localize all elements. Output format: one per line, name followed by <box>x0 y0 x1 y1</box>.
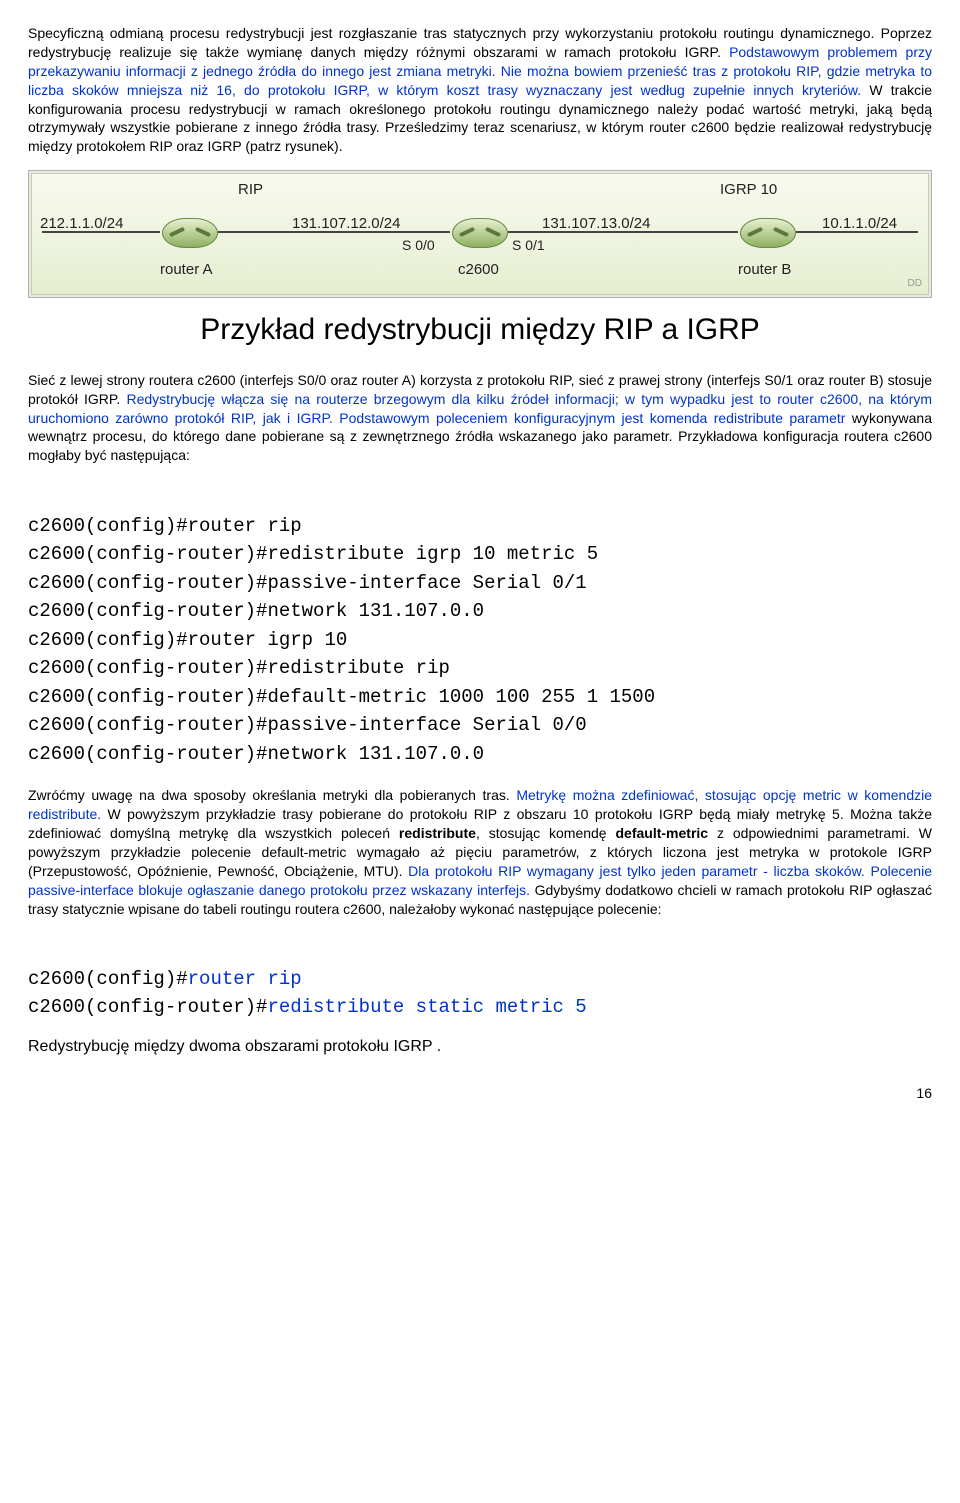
cfg2-l2c: redistribute static metric 5 <box>267 996 586 1018</box>
cable-2 <box>218 231 450 233</box>
cfg1-l0: c2600(config)#router rip <box>28 515 302 537</box>
cfg1-l3: c2600(config-router)#network 131.107.0.0 <box>28 600 484 622</box>
p3-t3: , stosując komendę <box>476 825 616 841</box>
cable-4 <box>796 231 918 233</box>
network-diagram: RIP IGRP 10 212.1.1.0/24 131.107.12.0/24… <box>31 173 929 295</box>
para2: Sieć z lewej strony routera c2600 (inter… <box>28 371 932 465</box>
router-b-icon <box>740 218 796 248</box>
cfg2-l1b: c2600(config)# <box>28 968 188 990</box>
config-block-1: c2600(config)#router rip c2600(config-ro… <box>28 483 932 768</box>
cfg1-l2: c2600(config-router)#passive-interface S… <box>28 572 587 594</box>
diagram-credit: DD <box>908 277 922 291</box>
intro-paragraph: Specyficzną odmianą procesu redystrybucj… <box>28 24 932 156</box>
proto-igrp-label: IGRP 10 <box>720 180 777 200</box>
router-b-label: router B <box>738 260 791 280</box>
router-a-label: router A <box>160 260 213 280</box>
if-s01-label: S 0/1 <box>512 236 545 255</box>
para3: Zwróćmy uwagę na dwa sposoby określania … <box>28 786 932 918</box>
p3-bold2: default-metric <box>616 825 709 841</box>
cfg2-l1c: router rip <box>188 968 302 990</box>
proto-rip-label: RIP <box>238 180 263 200</box>
diagram-title: Przykład redystrybucji między RIP a IGRP <box>28 310 932 351</box>
cfg2-l2b: c2600(config-router)# <box>28 996 267 1018</box>
p3-t1: Zwróćmy uwagę na dwa sposoby określania … <box>28 787 516 803</box>
if-s00-label: S 0/0 <box>402 236 435 255</box>
cfg1-l6: c2600(config-router)#default-metric 1000… <box>28 686 655 708</box>
p2-b1: Redystrybucję włącza się na routerze brz… <box>28 391 932 426</box>
p3-bold1: redistribute <box>399 825 476 841</box>
config-block-2: c2600(config)#router rip c2600(config-ro… <box>28 936 932 1022</box>
router-a-icon <box>162 218 218 248</box>
cfg1-l5: c2600(config-router)#redistribute rip <box>28 657 450 679</box>
page-number: 16 <box>28 1084 932 1103</box>
cable-1 <box>42 231 160 233</box>
cfg1-l7: c2600(config-router)#passive-interface S… <box>28 714 587 736</box>
cfg1-l1: c2600(config-router)#redistribute igrp 1… <box>28 543 598 565</box>
cfg1-l4: c2600(config)#router igrp 10 <box>28 629 347 651</box>
router-c2600-icon <box>452 218 508 248</box>
cable-3 <box>508 231 738 233</box>
footer-sentence: Redystrybucję między dwoma obszarami pro… <box>28 1036 932 1058</box>
network-diagram-frame: RIP IGRP 10 212.1.1.0/24 131.107.12.0/24… <box>28 170 932 298</box>
cfg1-l8: c2600(config-router)#network 131.107.0.0 <box>28 743 484 765</box>
router-c2600-label: c2600 <box>458 260 499 280</box>
